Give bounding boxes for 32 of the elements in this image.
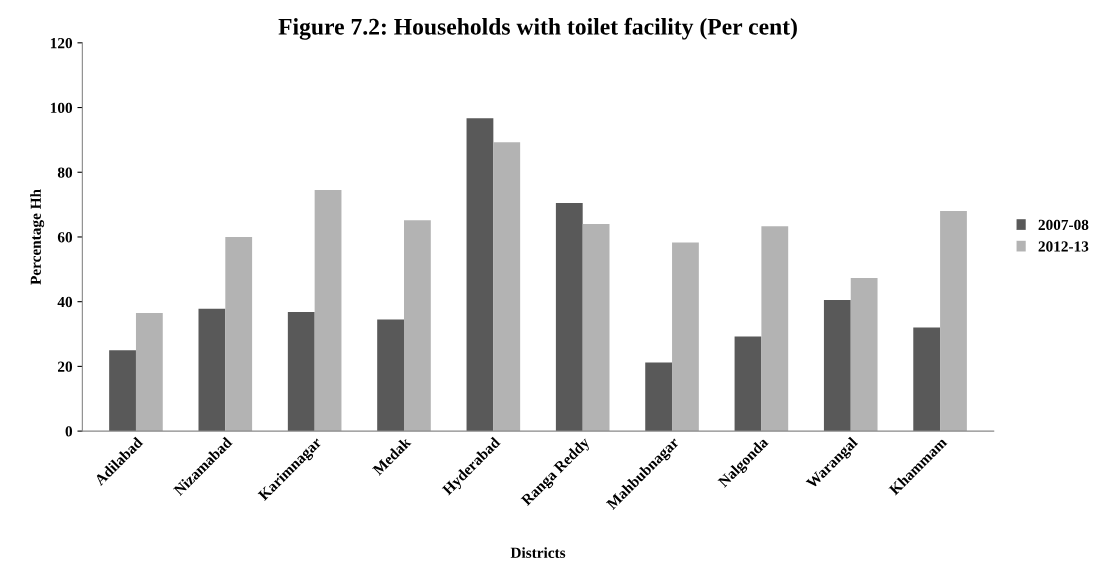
bar bbox=[493, 142, 521, 432]
bar bbox=[761, 226, 789, 432]
bar bbox=[225, 236, 253, 432]
x-axis-title: Districts bbox=[510, 547, 566, 558]
y-tick-label: 80 bbox=[57, 167, 73, 178]
legend-label: 2007-08 bbox=[1038, 219, 1089, 231]
bar bbox=[377, 319, 404, 432]
y-axis-title: Percentage Hh bbox=[30, 189, 45, 285]
bar bbox=[287, 312, 315, 432]
y-tick-label: 100 bbox=[50, 102, 73, 113]
y-tick-label: 20 bbox=[57, 361, 73, 372]
bar bbox=[823, 300, 851, 432]
y-tick-label: 0 bbox=[65, 426, 73, 437]
bar bbox=[135, 313, 163, 432]
bar bbox=[314, 190, 342, 432]
bar bbox=[734, 336, 762, 432]
y-tick-label: 40 bbox=[57, 296, 73, 308]
chart-title: Figure 7.2: Households with toilet facility (Per cent) bbox=[278, 17, 797, 40]
legend-label: 2012-13 bbox=[1038, 241, 1089, 252]
bar bbox=[555, 202, 583, 432]
y-tick-label: 120 bbox=[50, 37, 73, 49]
bar bbox=[582, 224, 610, 432]
bar bbox=[109, 350, 136, 432]
bar bbox=[404, 220, 431, 432]
bar bbox=[913, 327, 941, 432]
bar bbox=[672, 242, 699, 432]
bar bbox=[850, 278, 878, 432]
bar bbox=[198, 308, 226, 432]
bar bbox=[645, 362, 673, 432]
y-tick-label: 60 bbox=[57, 232, 73, 243]
bar bbox=[940, 211, 967, 432]
bar bbox=[466, 118, 494, 432]
